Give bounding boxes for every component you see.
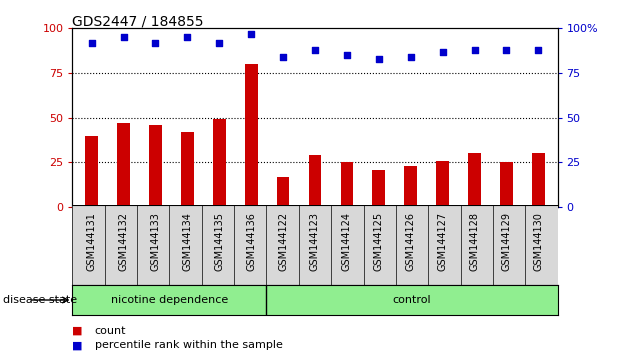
Text: GDS2447 / 184855: GDS2447 / 184855 bbox=[72, 14, 204, 28]
Point bbox=[278, 54, 288, 60]
Text: ■: ■ bbox=[72, 340, 83, 350]
Text: GSM144127: GSM144127 bbox=[438, 212, 448, 271]
Point bbox=[406, 54, 416, 60]
Text: GSM144124: GSM144124 bbox=[342, 212, 352, 271]
Bar bbox=[468, 154, 481, 207]
Text: percentile rank within the sample: percentile rank within the sample bbox=[94, 340, 282, 350]
Text: disease state: disease state bbox=[3, 295, 77, 305]
Text: GSM144133: GSM144133 bbox=[151, 212, 161, 270]
Text: GSM144126: GSM144126 bbox=[406, 212, 416, 271]
Text: ■: ■ bbox=[72, 326, 83, 336]
Point bbox=[469, 47, 479, 53]
Point bbox=[86, 40, 96, 45]
Point bbox=[342, 52, 352, 58]
Text: GSM144136: GSM144136 bbox=[246, 212, 256, 270]
Text: count: count bbox=[94, 326, 126, 336]
Text: GSM144131: GSM144131 bbox=[86, 212, 96, 270]
Bar bbox=[85, 136, 98, 207]
Point bbox=[501, 47, 512, 53]
Text: GSM144130: GSM144130 bbox=[534, 212, 544, 270]
Text: GSM144135: GSM144135 bbox=[214, 212, 224, 271]
Text: GSM144132: GSM144132 bbox=[118, 212, 129, 271]
Point bbox=[438, 49, 448, 55]
Bar bbox=[532, 154, 545, 207]
Text: control: control bbox=[392, 295, 432, 305]
Text: GSM144123: GSM144123 bbox=[310, 212, 320, 271]
Point bbox=[182, 34, 192, 40]
Bar bbox=[117, 123, 130, 207]
Bar bbox=[309, 155, 321, 207]
Bar bbox=[372, 170, 385, 207]
Text: GSM144134: GSM144134 bbox=[182, 212, 192, 270]
Bar bbox=[277, 177, 289, 207]
Point bbox=[374, 56, 384, 62]
Text: GSM144128: GSM144128 bbox=[469, 212, 479, 271]
Point bbox=[118, 34, 129, 40]
Point bbox=[310, 47, 320, 53]
Bar bbox=[213, 120, 226, 207]
Point bbox=[534, 47, 544, 53]
Text: GSM144122: GSM144122 bbox=[278, 212, 288, 271]
Text: GSM144129: GSM144129 bbox=[501, 212, 512, 271]
Bar bbox=[500, 162, 513, 207]
Bar bbox=[181, 132, 193, 207]
Text: GSM144125: GSM144125 bbox=[374, 212, 384, 271]
Bar bbox=[436, 161, 449, 207]
Text: nicotine dependence: nicotine dependence bbox=[111, 295, 228, 305]
Point bbox=[214, 40, 224, 45]
Bar bbox=[341, 162, 353, 207]
Bar bbox=[245, 64, 258, 207]
Bar bbox=[149, 125, 162, 207]
Bar bbox=[404, 166, 417, 207]
Point bbox=[246, 31, 256, 36]
Point bbox=[151, 40, 161, 45]
